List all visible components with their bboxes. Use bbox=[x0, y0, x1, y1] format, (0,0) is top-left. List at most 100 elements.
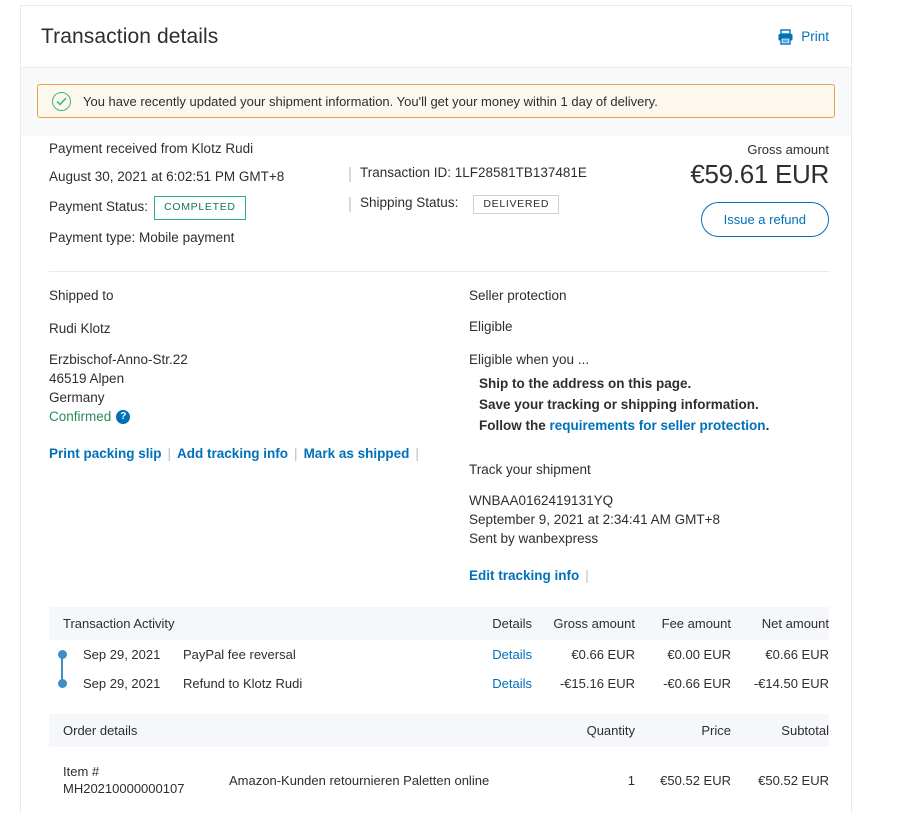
link-separator: | bbox=[167, 446, 172, 461]
activity-gross: €0.66 EUR bbox=[571, 647, 635, 662]
tracking-action-links: Edit tracking info | bbox=[469, 568, 829, 583]
timeline-dot-icon bbox=[57, 650, 67, 659]
requirement-prefix: Follow the bbox=[479, 418, 550, 433]
mark-as-shipped-link[interactable]: Mark as shipped bbox=[303, 446, 410, 461]
transaction-details-card: Transaction details Print bbox=[20, 5, 852, 813]
timeline-dot-icon bbox=[57, 679, 67, 688]
activity-label-cell: Sep 29, 2021 PayPal fee reversal bbox=[49, 640, 462, 673]
tracking-carrier: Sent by wanbexpress bbox=[469, 531, 599, 546]
payment-type: Payment type: Mobile payment bbox=[49, 230, 235, 245]
payment-date: August 30, 2021 at 6:02:51 PM GMT+8 bbox=[49, 169, 285, 184]
address-confirmed-status: Confirmed ? bbox=[49, 407, 131, 426]
activity-details-cell: Details bbox=[462, 669, 532, 698]
question-mark-icon[interactable]: ? bbox=[116, 409, 131, 424]
item-label: Item # bbox=[63, 764, 100, 779]
activity-details-cell: Details bbox=[462, 640, 532, 669]
details-link[interactable]: Details bbox=[492, 647, 532, 662]
column-fee-amount: Fee amount bbox=[635, 607, 731, 640]
issue-refund-button[interactable]: Issue a refund bbox=[700, 202, 829, 237]
table-row: Sep 29, 2021 PayPal fee reversal Details… bbox=[49, 640, 829, 673]
address-line-1: Erzbischof-Anno-Str.22 bbox=[49, 352, 188, 367]
column-subtotal: Subtotal bbox=[731, 714, 829, 747]
link-separator: | bbox=[294, 446, 298, 461]
gross-amount-label: Gross amount bbox=[747, 142, 829, 157]
timeline-marker bbox=[49, 650, 75, 673]
table-row: Sep 29, 2021 Refund to Klotz Rudi Detail… bbox=[49, 665, 829, 698]
seller-protection-status: Eligible bbox=[469, 319, 513, 334]
payer-line: Payment received from Klotz Rudi bbox=[49, 141, 254, 156]
address-country: Germany bbox=[49, 390, 105, 405]
activity-header-row: Transaction Activity Details Gross amoun… bbox=[49, 607, 829, 640]
eligible-when-label: Eligible when you ... bbox=[469, 352, 590, 367]
tracking-info: WNBAA0162419131YQ September 9, 2021 at 2… bbox=[469, 491, 829, 548]
divider-tick-icon bbox=[349, 197, 351, 212]
link-separator: | bbox=[415, 446, 419, 461]
payment-status-label: Payment Status: bbox=[49, 199, 149, 214]
table-row: Item # MH20210000000107 Amazon-Kunden re… bbox=[49, 747, 829, 813]
details-link[interactable]: Details bbox=[492, 676, 532, 691]
shipping-action-links: Print packing slip | Add tracking info | Mar… bbox=[49, 446, 469, 461]
print-packing-slip-link[interactable]: Print packing slip bbox=[49, 446, 162, 461]
activity-title: Transaction Activity bbox=[49, 607, 462, 640]
shipping-status-label: Shipping Status: bbox=[360, 195, 459, 210]
column-quantity: Quantity bbox=[531, 714, 635, 747]
timeline-line bbox=[61, 654, 63, 673]
seller-protection-title: Seller protection bbox=[469, 288, 567, 303]
edit-tracking-info-link[interactable]: Edit tracking info bbox=[469, 568, 580, 583]
divider-tick-icon bbox=[349, 167, 351, 182]
link-separator: | bbox=[585, 568, 589, 583]
transaction-id: Transaction ID: 1LF28581TB137481E bbox=[360, 165, 587, 180]
column-gross-amount: Gross amount bbox=[532, 607, 635, 640]
tracking-number: WNBAA0162419131YQ bbox=[469, 493, 614, 508]
shipped-to-title: Shipped to bbox=[49, 288, 114, 303]
requirement-item: Follow the requirements for seller prote… bbox=[479, 415, 829, 436]
activity-fee: €0.00 EUR bbox=[667, 647, 731, 662]
summary-middle: Transaction ID: 1LF28581TB137481E Shippi… bbox=[349, 140, 643, 257]
requirement-suffix: . bbox=[765, 418, 770, 433]
activity-fee: -€0.66 EUR bbox=[663, 676, 731, 691]
activity-label-cell: Sep 29, 2021 Refund to Klotz Rudi bbox=[49, 665, 462, 698]
item-description: Amazon-Kunden retournieren Paletten onli… bbox=[229, 772, 490, 788]
print-label: Print bbox=[801, 29, 829, 44]
printer-icon bbox=[777, 28, 794, 45]
item-quantity: 1 bbox=[627, 772, 635, 788]
address-line-2: 46519 Alpen bbox=[49, 371, 125, 386]
recipient-name: Rudi Klotz bbox=[49, 321, 111, 336]
card-body: Payment received from Klotz Rudi August … bbox=[21, 136, 851, 813]
summary-divider bbox=[49, 271, 829, 272]
print-button[interactable]: Print bbox=[777, 28, 829, 45]
payment-summary: Payment received from Klotz Rudi August … bbox=[49, 136, 829, 271]
track-shipment-title: Track your shipment bbox=[469, 462, 591, 477]
add-tracking-info-link[interactable]: Add tracking info bbox=[177, 446, 289, 461]
payment-status-badge: COMPLETED bbox=[154, 196, 246, 220]
item-number: MH20210000000107 bbox=[63, 781, 185, 796]
activity-date: Sep 29, 2021 bbox=[83, 676, 161, 691]
seller-protection-column: Seller protection Eligible Eligible when… bbox=[469, 288, 829, 583]
seller-protection-requirements-link[interactable]: requirements for seller protection bbox=[549, 418, 766, 433]
order-details-table: Order details Quantity Price Subtotal I bbox=[49, 714, 829, 813]
page-title: Transaction details bbox=[41, 24, 219, 48]
payment-status-row: Payment Status: COMPLETED bbox=[49, 196, 349, 220]
timeline-marker bbox=[49, 665, 75, 688]
item-number-block: Item # MH20210000000107 bbox=[49, 763, 229, 797]
order-item-cell: Item # MH20210000000107 Amazon-Kunden re… bbox=[49, 747, 531, 813]
tracking-date: September 9, 2021 at 2:34:41 AM GMT+8 bbox=[469, 512, 721, 527]
column-price: Price bbox=[635, 714, 731, 747]
shipped-to-column: Shipped to Rudi Klotz Erzbischof-Anno-St… bbox=[49, 288, 469, 583]
activity-date: Sep 29, 2021 bbox=[83, 647, 161, 662]
section-spacer bbox=[49, 698, 829, 714]
confirmed-label: Confirmed bbox=[49, 409, 112, 424]
summary-left: Payment received from Klotz Rudi August … bbox=[49, 140, 349, 257]
summary-right: Gross amount €59.61 EUR Issue a refund bbox=[643, 140, 829, 257]
check-circle-icon bbox=[52, 91, 71, 111]
column-details: Details bbox=[462, 607, 532, 640]
transaction-activity-table: Transaction Activity Details Gross amoun… bbox=[49, 607, 829, 698]
alert-message: You have recently updated your shipment … bbox=[83, 93, 658, 109]
item-subtotal: €50.52 EUR bbox=[758, 772, 829, 788]
shipment-update-alert: You have recently updated your shipment … bbox=[37, 84, 835, 118]
gross-amount-value: €59.61 EUR bbox=[690, 159, 829, 189]
activity-gross: -€15.16 EUR bbox=[559, 676, 635, 691]
column-net-amount: Net amount bbox=[731, 607, 829, 640]
activity-net: -€14.50 EUR bbox=[753, 676, 829, 691]
